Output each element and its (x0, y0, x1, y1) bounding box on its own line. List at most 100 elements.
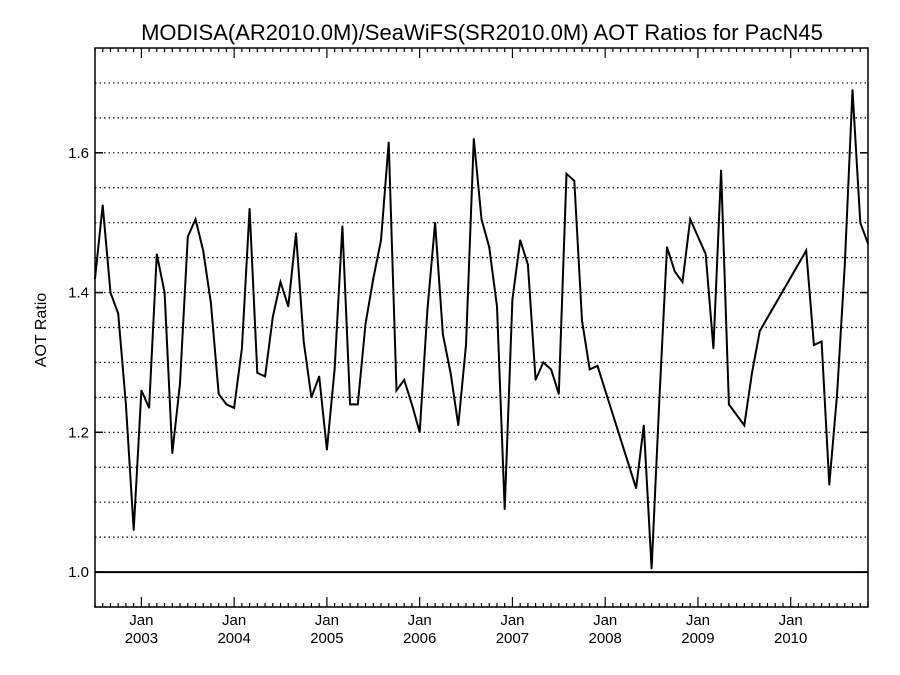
data-point (805, 249, 807, 252)
data-point (163, 291, 166, 294)
data-point (581, 319, 583, 322)
data-point (720, 169, 722, 172)
x-ticks: Jan2003Jan2004Jan2005Jan2006Jan2007Jan20… (94, 48, 869, 647)
y-tick-label: 1.4 (68, 285, 89, 302)
data-point (387, 141, 390, 144)
data-point (109, 291, 112, 294)
x-tick-year-label: 2010 (774, 630, 807, 647)
data-point (844, 263, 846, 266)
data-point (457, 424, 460, 427)
series-line (94, 89, 869, 569)
x-tick-month-label: Jan (593, 612, 617, 629)
x-tick-month-label: Jan (222, 612, 246, 629)
data-point (225, 403, 228, 406)
data-point (341, 225, 344, 227)
data-point (271, 316, 274, 318)
data-point (511, 298, 514, 301)
y-tick-label: 1.0 (68, 564, 89, 581)
data-point (519, 239, 521, 241)
data-point (558, 393, 560, 395)
x-tick-year-label: 2009 (681, 630, 714, 647)
data-point (704, 253, 707, 255)
data-point (488, 246, 491, 248)
data-point (101, 204, 104, 207)
data-point (94, 277, 96, 280)
data-point (867, 242, 869, 245)
data-point (480, 218, 483, 220)
data-point (148, 407, 150, 409)
data-point (496, 305, 498, 308)
data-point (859, 221, 862, 224)
data-point (472, 138, 475, 140)
data-point (503, 508, 506, 510)
data-point (248, 207, 251, 210)
x-tick-year-label: 2006 (403, 630, 436, 647)
data-point (411, 403, 413, 406)
data-point (681, 281, 684, 283)
data-point (217, 393, 220, 395)
data-point (673, 270, 676, 273)
data-point (256, 372, 259, 374)
data-point (728, 403, 730, 406)
data-point (828, 483, 831, 486)
data-point (449, 372, 452, 374)
data-point (287, 305, 290, 308)
data-point (333, 368, 336, 371)
x-tick-year-label: 2007 (496, 630, 529, 647)
x-tick-year-label: 2003 (125, 630, 158, 647)
data-point (171, 452, 174, 455)
y-ticks: 1.0 1.2 1.4 1.6 (68, 145, 868, 581)
data-point (318, 375, 320, 378)
data-point (202, 249, 205, 252)
y-axis-label: AOT Ratio (33, 293, 50, 368)
data-point (813, 344, 815, 346)
chart-title: MODISA(AR2010.0M)/SeaWiFS(SR2010.0M) AOT… (141, 20, 823, 45)
data-point (426, 309, 429, 311)
data-point (241, 347, 243, 350)
data-point (643, 424, 645, 427)
data-point (310, 396, 313, 399)
data-point (194, 218, 197, 220)
data-point (751, 372, 753, 374)
data-point (820, 340, 823, 343)
data-point (364, 323, 367, 325)
data-point (140, 389, 143, 392)
data-point (596, 365, 599, 367)
data-point (743, 424, 746, 427)
data-point (434, 221, 436, 224)
data-point (542, 361, 545, 364)
data-point (279, 281, 282, 283)
data-point (326, 448, 328, 451)
x-tick-year-label: 2004 (217, 630, 250, 647)
data-point (295, 232, 297, 234)
data-point (851, 89, 854, 91)
x-tick-month-label: Jan (500, 612, 524, 629)
data-point (380, 239, 382, 241)
data-point (233, 407, 235, 409)
grid-lines (95, 82, 868, 608)
data-point (442, 333, 444, 336)
data-point (588, 368, 591, 371)
data-point (117, 312, 119, 315)
data-point (132, 529, 135, 531)
x-tick-month-label: Jan (408, 612, 432, 629)
data-point (550, 368, 552, 371)
data-point (534, 379, 537, 381)
x-tick-month-label: Jan (315, 612, 339, 629)
data-point (712, 347, 715, 350)
data-point (210, 302, 212, 304)
x-tick-month-label: Jan (779, 612, 803, 629)
data-point (658, 400, 661, 402)
data-point (302, 340, 305, 343)
data-point (573, 179, 576, 182)
data-point (156, 253, 158, 255)
data-point (349, 403, 351, 406)
data-point (689, 218, 692, 220)
data-point (357, 403, 359, 406)
data-point (666, 246, 668, 248)
y-tick-label: 1.2 (68, 424, 89, 441)
data-point (565, 172, 568, 175)
data-point (527, 263, 529, 266)
x-tick-year-label: 2005 (310, 630, 343, 647)
data-point (395, 389, 398, 392)
